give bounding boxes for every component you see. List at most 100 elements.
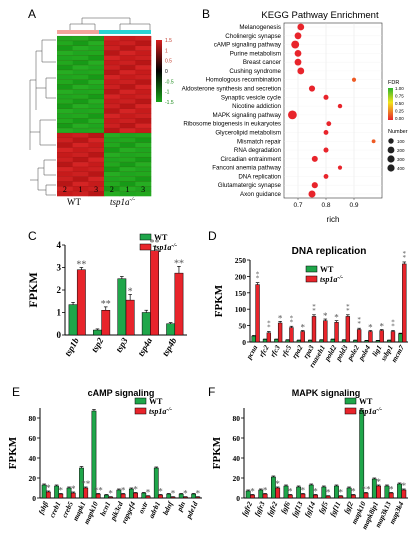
chart-title: cAMP signaling (88, 388, 155, 398)
significance-mark: * (59, 486, 64, 496)
heatmap-cell (135, 36, 152, 42)
legend-label-wt: WT (154, 233, 168, 242)
heatmap-cell (72, 79, 89, 85)
color-scale-tick: 0 (165, 69, 168, 75)
bar-mutant (379, 330, 384, 343)
heatmap-cell (72, 50, 89, 56)
number-legend-dot (387, 164, 395, 172)
significance-mark: * (346, 307, 350, 315)
heatmap-cell (135, 79, 152, 85)
heatmap-column-label: 1 (126, 185, 130, 194)
heatmap-cell (119, 79, 136, 85)
panel-letter-c: C (28, 229, 37, 243)
heatmap-cell (119, 74, 136, 80)
y-tick-label: 200 (235, 272, 247, 281)
heatmap-cell (88, 176, 105, 182)
y-axis-label: FPKM (7, 436, 19, 469)
heatmap-cell (119, 118, 136, 124)
heatmap-cell (88, 118, 105, 124)
significance-mark: * (196, 489, 201, 499)
heatmap-cell (72, 171, 89, 177)
y-tick-label: 0 (242, 338, 246, 347)
heatmap-cell (104, 152, 120, 158)
heatmap-cell (57, 99, 73, 105)
y-tick-label: 0 (236, 494, 240, 503)
heatmap-cell (72, 99, 89, 105)
legend-label-mutant-name: tsp1a (359, 407, 376, 416)
bar-wt (262, 339, 268, 343)
kegg-dot (291, 40, 300, 49)
heatmap-cell (104, 36, 120, 42)
heatmap-cell (135, 94, 152, 100)
heatmap (57, 35, 152, 197)
legend-swatch-mutant (134, 407, 147, 415)
number-legend-dot (387, 146, 395, 154)
significance-mark: * (339, 488, 344, 498)
heatmap-cell (72, 137, 89, 143)
significance-mark: ** (76, 260, 86, 271)
heatmap-cell (88, 113, 105, 119)
heatmap-cell (72, 103, 89, 110)
number-legend-label: 300 (397, 157, 405, 162)
heatmap-cell (104, 137, 120, 143)
significance-mark: * (146, 488, 151, 498)
significance-mark: * (183, 489, 188, 499)
heatmap-cell (57, 186, 73, 192)
heatmap-cell (104, 147, 120, 153)
number-legend-dot (387, 155, 395, 163)
significance-mark: * (402, 481, 407, 491)
kegg-x-label: rich (327, 215, 340, 224)
significance-mark: * (267, 320, 271, 328)
heatmap-cell (104, 123, 120, 129)
heatmap-cell (119, 128, 136, 134)
heatmap-cell (72, 60, 89, 66)
heatmap-cell (119, 40, 136, 46)
heatmap-cell (119, 94, 136, 100)
kegg-pathway-label: Glycerolipid metabolism (215, 129, 281, 136)
heatmap-cell (88, 162, 105, 168)
heatmap-column-label: 3 (94, 185, 98, 194)
y-tick-label: 3 (57, 263, 62, 273)
legend-swatch-mutant (139, 243, 152, 251)
heatmap-cell (135, 69, 152, 76)
significance-mark: * (313, 487, 318, 497)
bar-mutant (174, 272, 184, 336)
heatmap-cell (135, 157, 152, 163)
significance-mark: * (256, 275, 260, 283)
heatmap-cell (57, 142, 73, 148)
heatmap-cell (119, 84, 136, 90)
heatmap-cell (104, 99, 120, 105)
y-tick-label: 80 (29, 414, 37, 423)
heatmap-cell (104, 191, 120, 197)
color-scale-bar (156, 40, 162, 102)
heatmap-cell (57, 191, 73, 197)
heatmap-cell (104, 118, 120, 124)
bar-mutant (401, 489, 407, 499)
heatmap-cell (104, 162, 120, 168)
heatmap-cell (57, 176, 73, 182)
heatmap-cell (88, 186, 105, 192)
heatmap-cell (57, 128, 73, 134)
group-bar-mutant (99, 30, 151, 34)
legend-swatch-mutant (305, 275, 318, 283)
bar-mutant (125, 299, 135, 336)
kegg-title: KEGG Pathway Enrichment (261, 10, 379, 21)
kegg-dot (294, 58, 302, 66)
significance-mark: * (263, 486, 268, 496)
heatmap-cell (88, 152, 105, 158)
heatmap-cell (135, 166, 152, 173)
bar-mutant (390, 331, 396, 343)
heatmap-cell (57, 36, 73, 42)
heatmap-cell (88, 94, 105, 100)
heatmap-cell (119, 123, 136, 129)
kegg-dots (288, 23, 376, 198)
heatmap-cell (72, 142, 89, 148)
significance-mark: * (290, 318, 294, 326)
number-legend-dot (388, 138, 394, 144)
heatmap-cell (119, 137, 136, 143)
group-label-mutant: tsp1a-/- (110, 197, 135, 207)
category-label: tsp4a (136, 336, 155, 358)
significance-mark: * (128, 287, 133, 298)
significance-mark: * (250, 487, 255, 497)
panel-a: A 1.5 1 0.5 0 -0.5 -1 -1.5 2 1 3 2 1 3 WT tsp1a-/- (28, 7, 174, 207)
